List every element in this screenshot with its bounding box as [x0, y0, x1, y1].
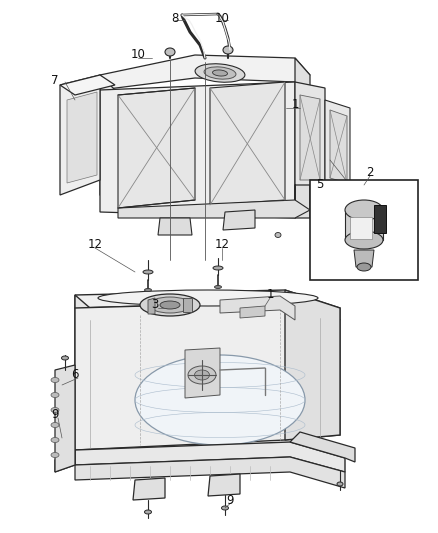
- Text: 7: 7: [51, 74, 59, 86]
- Polygon shape: [354, 250, 374, 267]
- Ellipse shape: [51, 453, 59, 457]
- Polygon shape: [240, 306, 265, 318]
- Ellipse shape: [149, 297, 191, 313]
- Polygon shape: [75, 295, 90, 455]
- Text: 10: 10: [131, 49, 145, 61]
- Polygon shape: [185, 348, 220, 398]
- Ellipse shape: [140, 294, 200, 316]
- Polygon shape: [295, 82, 325, 218]
- Polygon shape: [75, 457, 345, 488]
- Ellipse shape: [223, 46, 233, 54]
- Text: 3: 3: [151, 298, 159, 311]
- Text: 12: 12: [88, 238, 102, 252]
- Polygon shape: [75, 290, 340, 320]
- Ellipse shape: [135, 355, 305, 445]
- Polygon shape: [183, 298, 192, 312]
- Text: 8: 8: [171, 12, 179, 25]
- Text: 6: 6: [71, 368, 79, 382]
- Polygon shape: [75, 442, 345, 472]
- Ellipse shape: [143, 270, 153, 274]
- Ellipse shape: [345, 231, 383, 249]
- Polygon shape: [55, 450, 75, 472]
- Ellipse shape: [98, 290, 318, 306]
- Text: 5: 5: [316, 179, 324, 191]
- Polygon shape: [158, 218, 192, 235]
- Text: 9: 9: [51, 408, 59, 422]
- Polygon shape: [60, 75, 115, 95]
- Text: 1: 1: [291, 99, 299, 111]
- Polygon shape: [75, 302, 340, 450]
- Polygon shape: [345, 210, 383, 240]
- Bar: [310, 180, 418, 280]
- Ellipse shape: [275, 232, 281, 238]
- Text: 10: 10: [215, 12, 230, 25]
- Ellipse shape: [337, 482, 343, 486]
- Ellipse shape: [213, 266, 223, 270]
- Ellipse shape: [145, 288, 152, 292]
- Polygon shape: [300, 95, 320, 180]
- Ellipse shape: [51, 377, 59, 383]
- Polygon shape: [210, 82, 285, 205]
- Polygon shape: [290, 432, 355, 462]
- Polygon shape: [100, 82, 310, 218]
- Polygon shape: [118, 88, 195, 208]
- Ellipse shape: [188, 366, 216, 384]
- Polygon shape: [100, 55, 310, 90]
- Polygon shape: [220, 296, 295, 320]
- Ellipse shape: [204, 67, 236, 79]
- Ellipse shape: [51, 423, 59, 427]
- Ellipse shape: [195, 64, 245, 82]
- Polygon shape: [295, 58, 310, 218]
- Polygon shape: [223, 210, 255, 230]
- Polygon shape: [100, 75, 115, 200]
- Ellipse shape: [212, 70, 227, 76]
- Polygon shape: [374, 205, 386, 233]
- Ellipse shape: [160, 301, 180, 309]
- Text: 9: 9: [226, 494, 234, 506]
- Ellipse shape: [222, 506, 229, 510]
- Text: 2: 2: [366, 166, 374, 180]
- Ellipse shape: [61, 356, 68, 360]
- Ellipse shape: [51, 408, 59, 413]
- Ellipse shape: [51, 392, 59, 398]
- Polygon shape: [67, 92, 97, 183]
- Polygon shape: [330, 110, 347, 183]
- Polygon shape: [208, 474, 240, 496]
- Ellipse shape: [357, 263, 371, 271]
- Polygon shape: [285, 290, 340, 440]
- Ellipse shape: [51, 438, 59, 442]
- Ellipse shape: [215, 286, 222, 288]
- Polygon shape: [325, 100, 350, 190]
- Polygon shape: [55, 365, 75, 472]
- Ellipse shape: [345, 200, 383, 220]
- Polygon shape: [350, 217, 372, 239]
- Text: 1: 1: [266, 288, 274, 302]
- Polygon shape: [133, 478, 165, 500]
- Ellipse shape: [194, 370, 209, 380]
- Ellipse shape: [165, 48, 175, 56]
- Ellipse shape: [70, 108, 90, 168]
- Polygon shape: [148, 298, 155, 314]
- Polygon shape: [60, 75, 100, 195]
- Text: 12: 12: [215, 238, 230, 252]
- Ellipse shape: [145, 510, 152, 514]
- Polygon shape: [118, 200, 310, 218]
